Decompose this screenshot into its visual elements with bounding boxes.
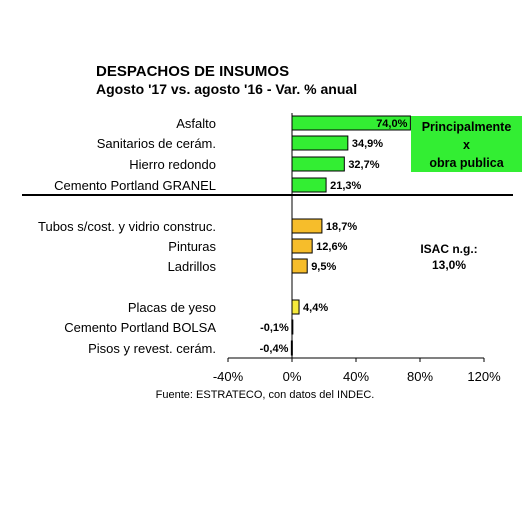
category-label: Sanitarios de cerám. [97,136,216,151]
chart-subtitle: Agosto '17 vs. agosto '16 - Var. % anual [96,81,358,97]
category-label: Cemento Portland GRANEL [54,178,216,193]
value-label: 18,7% [326,221,357,233]
value-label: 9,5% [311,261,336,273]
value-label: 12,6% [316,241,347,253]
isac-label: ISAC n.g.: [420,242,478,256]
value-label: 4,4% [303,302,328,314]
category-label: Pinturas [168,239,216,254]
callout-line-3: obra publica [429,156,504,170]
callout-box: Principalmente x obra publica [411,116,522,172]
isac-annotation: ISAC n.g.: 13,0% [405,241,493,273]
x-tick-label: 120% [467,369,501,384]
category-label: Ladrillos [168,259,217,274]
bar-2 [291,156,345,172]
bar-4 [291,218,323,234]
category-label: Hierro redondo [129,157,216,172]
bar-7 [291,299,300,315]
x-tick-label: 80% [407,369,433,384]
x-tick-label: 0% [283,369,302,384]
chart-source: Fuente: ESTRATECO, con datos del INDEC. [155,389,375,401]
value-label: -0,1% [260,322,289,334]
value-label: -0,4% [260,343,289,355]
category-label: Placas de yeso [128,300,216,315]
category-label: Cemento Portland BOLSA [64,320,216,335]
category-label: Tubos s/cost. y vidrio construc. [38,219,216,234]
bar-6 [291,258,308,274]
bar-1 [291,135,349,151]
x-tick-label: -40% [213,369,244,384]
isac-value: 13,0% [431,258,467,272]
category-label: Pisos y revest. cerám. [88,341,216,356]
value-label: 21,3% [330,180,361,192]
value-label: 32,7% [348,159,379,171]
bar-3 [291,177,327,193]
callout-line-2: x [463,138,470,152]
category-label: Asfalto [176,116,216,131]
callout-line-1: Principalmente [421,120,512,134]
value-label: 74,0% [376,118,407,130]
x-tick-label: 40% [343,369,369,384]
value-label: 34,9% [352,138,383,150]
chart-title: DESPACHOS DE INSUMOS [96,63,290,80]
bar-5 [291,238,313,254]
